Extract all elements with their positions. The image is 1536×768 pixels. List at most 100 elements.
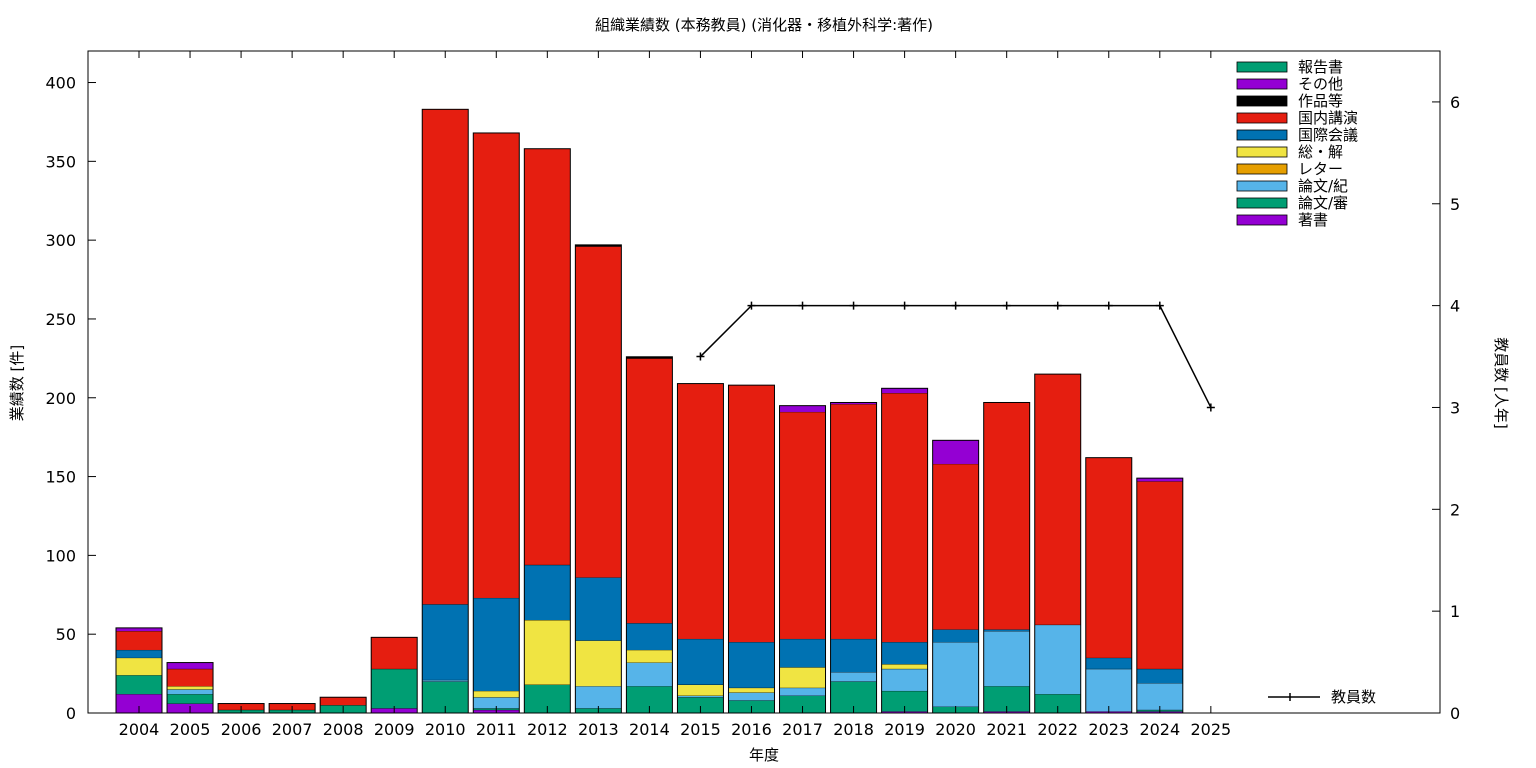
bar-segment: [779, 405, 826, 412]
y2-tick-label: 3: [1450, 398, 1460, 417]
bar-segment: [1136, 668, 1183, 684]
bar-segment: [881, 393, 928, 643]
faculty-count-point: [849, 301, 858, 310]
x-tick-label: 2010: [425, 720, 466, 739]
faculty-count-point: [747, 301, 756, 310]
bar-segment: [881, 642, 928, 665]
bar-segment: [473, 132, 520, 598]
legend-label: その他: [1298, 75, 1343, 93]
bar-segment: [677, 684, 724, 696]
bar-segment: [1085, 668, 1132, 712]
x-tick-label: 2014: [629, 720, 670, 739]
x-tick-label: 2018: [833, 720, 874, 739]
bar-segment: [626, 358, 673, 624]
x-tick-label: 2009: [374, 720, 415, 739]
bar-segment: [779, 638, 826, 668]
bar-segment: [677, 383, 724, 639]
x-tick-label: 2005: [170, 720, 211, 739]
x-tick-label: 2012: [527, 720, 568, 739]
y-tick-label: 250: [45, 310, 76, 329]
bar-segment: [677, 638, 724, 685]
bar-segment: [677, 697, 724, 713]
bar-segment: [626, 623, 673, 650]
bar-segment: [830, 402, 877, 405]
legend-label: 著書: [1298, 211, 1328, 229]
legend-swatch: [1236, 163, 1288, 175]
y-tick-label: 50: [56, 625, 76, 644]
x-tick-label: 2007: [272, 720, 313, 739]
legend-swatch: [1236, 61, 1288, 73]
bar-segment: [779, 411, 826, 639]
faculty-count-point: [900, 301, 909, 310]
bar-segment: [881, 690, 928, 712]
bar-segment: [422, 679, 469, 682]
bar-segment: [983, 631, 1030, 687]
bar-segment: [116, 675, 162, 695]
bar-segment: [167, 668, 214, 687]
x-tick-label: 2008: [323, 720, 364, 739]
legend-swatch: [1236, 197, 1288, 209]
bar-segment: [728, 687, 775, 693]
faculty-count-point: [1155, 301, 1164, 310]
x-axis-label: 年度: [749, 746, 779, 764]
x-tick-label: 2020: [935, 720, 976, 739]
legend-label: 国内講演: [1298, 109, 1358, 127]
bar-segment: [626, 649, 673, 663]
legend-swatch: [1236, 112, 1288, 124]
x-tick-label: 2016: [731, 720, 772, 739]
bar-segment: [320, 697, 367, 706]
x-tick-label: 2025: [1190, 720, 1231, 739]
bar-segment: [116, 649, 162, 658]
bar-segment: [932, 629, 979, 643]
bar-segment: [422, 604, 469, 680]
bar-segment: [1085, 657, 1132, 669]
bar-segment: [473, 690, 520, 698]
bar-segment: [116, 631, 162, 650]
legend-label: 総・解: [1298, 143, 1343, 161]
x-tick-label: 2023: [1088, 720, 1129, 739]
bar-segment: [1136, 683, 1183, 710]
bar-segment: [371, 637, 418, 669]
x-tick-label: 2006: [221, 720, 262, 739]
y2-tick-label: 0: [1450, 704, 1460, 723]
bar-segment: [1034, 694, 1081, 713]
y2-tick-label: 5: [1450, 195, 1460, 214]
x-tick-label: 2019: [884, 720, 925, 739]
bar-segment: [575, 246, 622, 578]
bar-segment: [728, 642, 775, 688]
bar-segment: [473, 697, 520, 709]
bar-segment: [1034, 624, 1081, 695]
y-tick-label: 200: [45, 389, 76, 408]
bar-segment: [1136, 481, 1183, 669]
faculty-count-point: [1206, 403, 1215, 412]
y-tick-label: 300: [45, 231, 76, 250]
bar-segment: [983, 629, 1030, 632]
x-tick-label: 2021: [986, 720, 1027, 739]
bar-segment: [575, 577, 622, 641]
y2-tick-label: 4: [1450, 297, 1460, 316]
bar-segment: [371, 668, 418, 709]
y-tick-label: 0: [66, 704, 76, 723]
faculty-count-point: [696, 352, 705, 361]
x-tick-label: 2024: [1139, 720, 1180, 739]
x-tick-label: 2011: [476, 720, 517, 739]
bar-segment: [932, 642, 979, 707]
bar-segment: [677, 695, 724, 698]
bar-segment: [167, 689, 214, 695]
bar-segment: [779, 695, 826, 713]
bar-segment: [881, 388, 928, 394]
bar-segment: [728, 385, 775, 643]
bar-segment: [524, 148, 571, 565]
legend-swatch: [1236, 129, 1288, 141]
y-tick-label: 100: [45, 546, 76, 565]
bar-segment: [422, 109, 469, 605]
x-tick-label: 2004: [119, 720, 160, 739]
legend-swatch: [1236, 180, 1288, 192]
y-tick-label: 150: [45, 468, 76, 487]
bar-segment: [473, 597, 520, 691]
bar-segment: [881, 668, 928, 691]
faculty-count-point: [1104, 301, 1113, 310]
y2-axis-label: 教員数 [人年]: [1492, 337, 1510, 428]
